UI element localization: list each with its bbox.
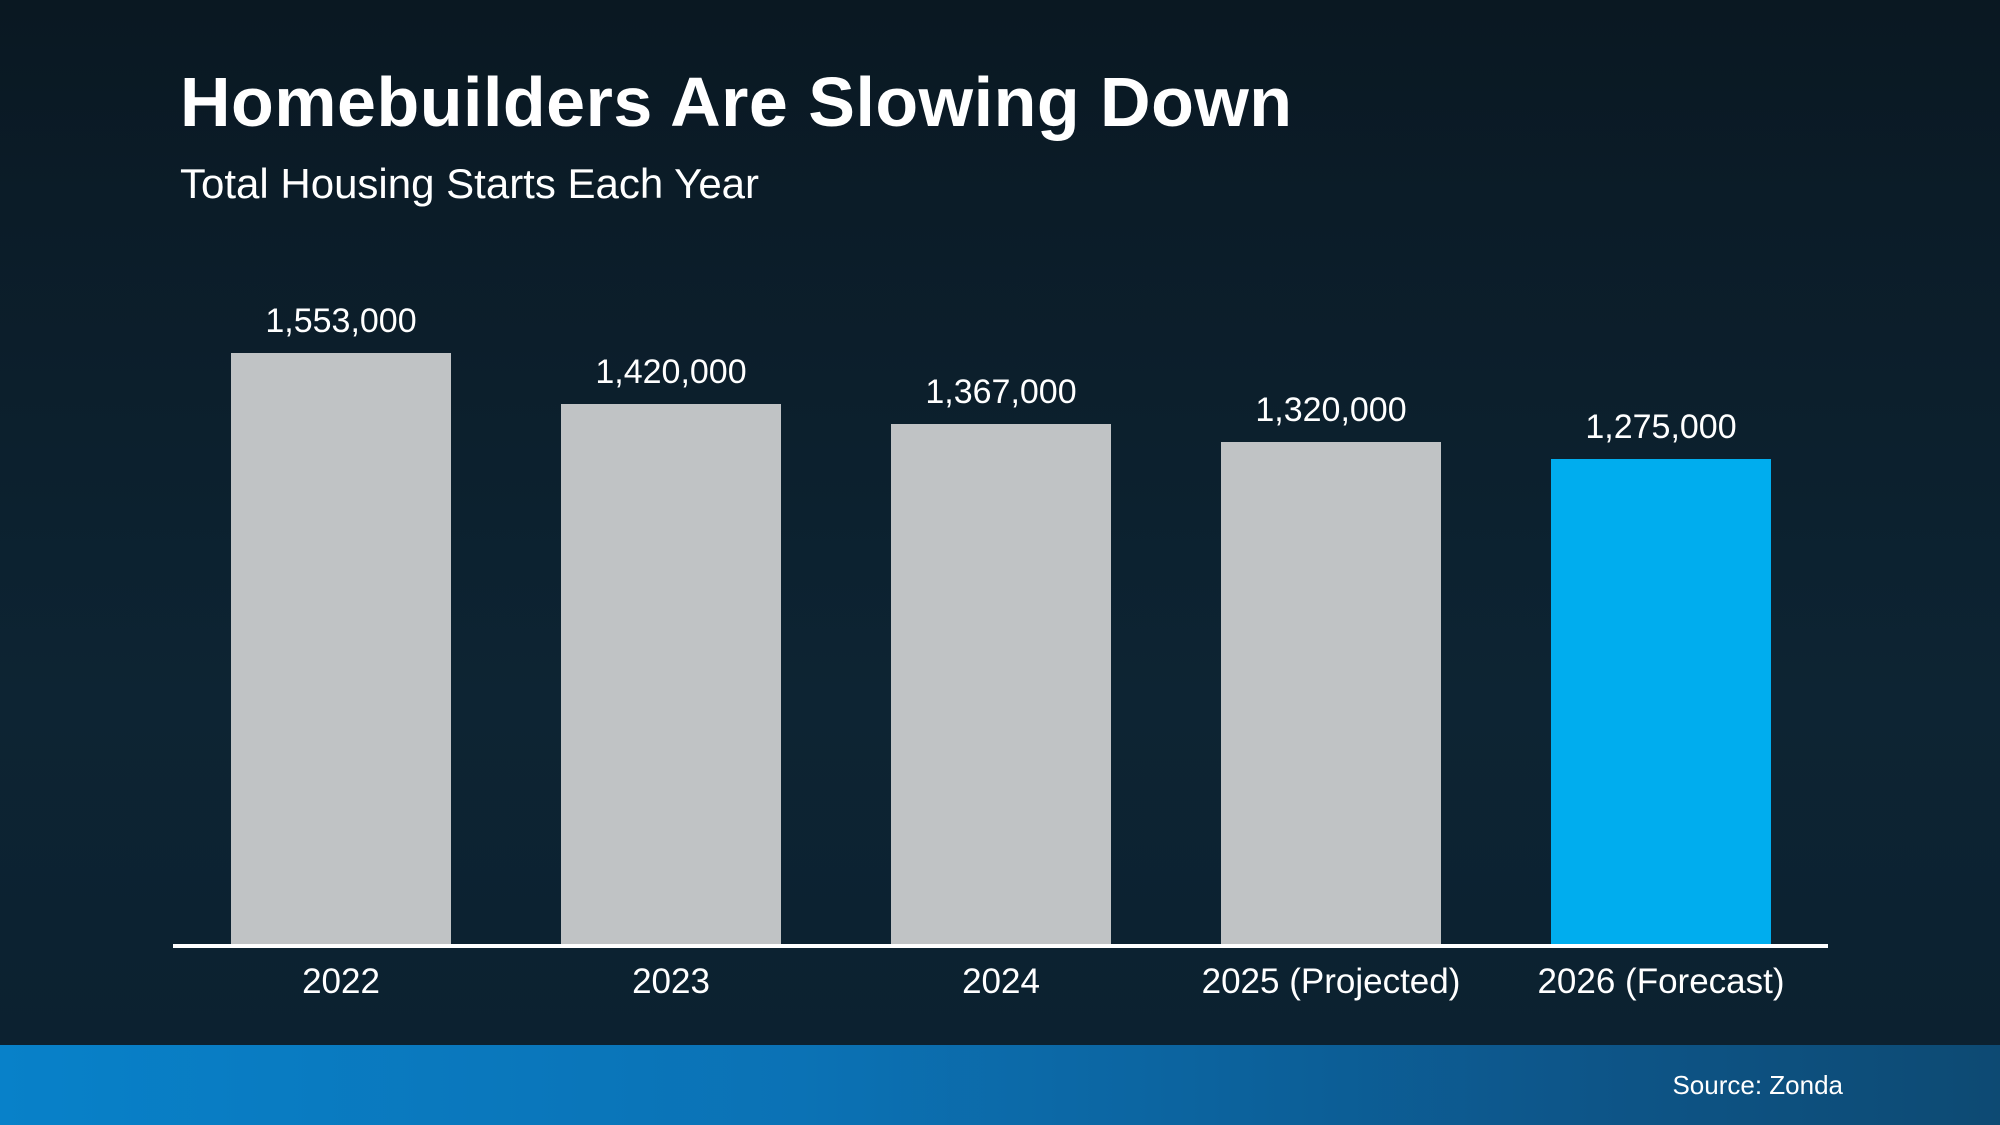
bar-value-label: 1,275,000 (1585, 408, 1737, 446)
footer-band: Source: Zonda (0, 1045, 2000, 1125)
bar (231, 353, 451, 944)
bar-value-label: 1,553,000 (265, 302, 417, 340)
bar (561, 404, 781, 944)
x-axis-label: 2024 (962, 962, 1040, 1001)
page-title: Homebuilders Are Slowing Down (180, 63, 1293, 141)
bar-column: 1,553,000 (231, 302, 451, 944)
x-axis-label: 2026 (Forecast) (1537, 962, 1785, 1001)
x-axis-label: 2023 (632, 962, 710, 1001)
x-axis-line (173, 944, 1828, 948)
bar-value-label: 1,420,000 (595, 353, 747, 391)
bar-value-label: 1,367,000 (925, 373, 1077, 411)
bar-column: 1,420,000 (561, 353, 781, 944)
page-subtitle: Total Housing Starts Each Year (180, 160, 760, 207)
source-attribution: Source: Zonda (1672, 1069, 1843, 1100)
bar-column: 1,320,000 (1221, 391, 1441, 944)
plot-area: 1,553,000 1,420,000 1,367,000 1,320,000 1,27… (173, 300, 1828, 944)
bar-column: 1,367,000 (891, 373, 1111, 944)
x-axis-label: 2025 (Projected) (1201, 962, 1461, 1001)
bar-value-label: 1,320,000 (1255, 391, 1407, 429)
bar (891, 424, 1111, 944)
bar (1221, 442, 1441, 944)
bar-column: 1,275,000 (1551, 408, 1771, 944)
bar-highlighted (1551, 459, 1771, 944)
x-axis-label: 2022 (302, 962, 380, 1001)
